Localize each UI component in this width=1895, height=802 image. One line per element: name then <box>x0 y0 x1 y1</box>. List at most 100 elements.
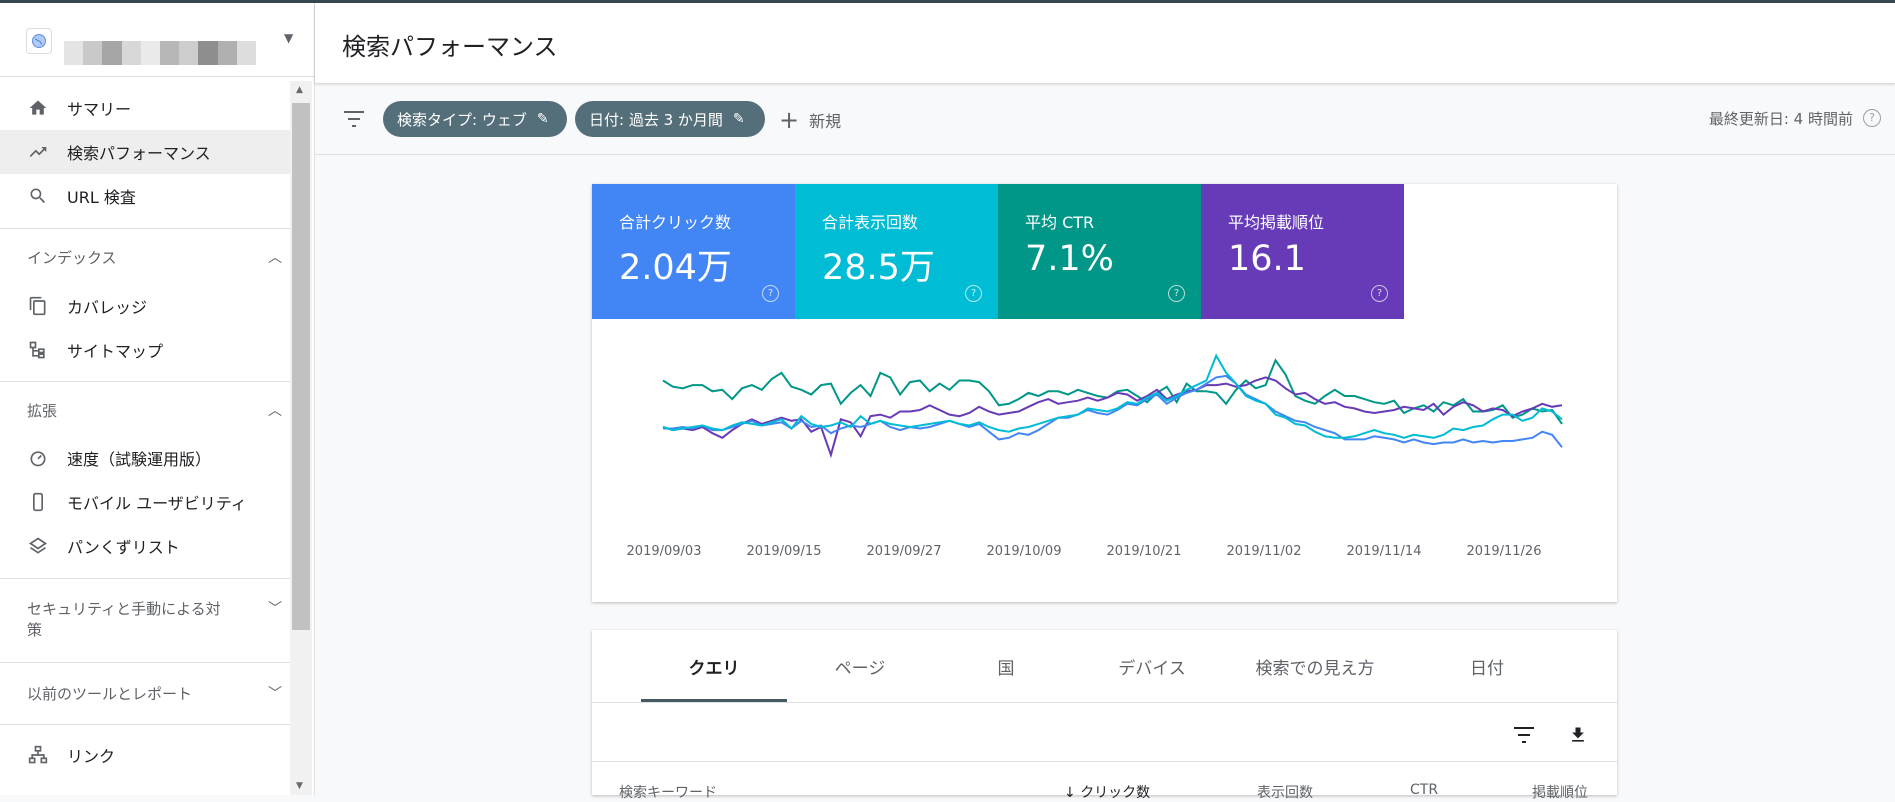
x-tick-label: 2019/10/21 <box>1107 544 1182 559</box>
help-icon[interactable]: ? <box>1371 285 1388 302</box>
help-icon[interactable]: ? <box>965 285 982 302</box>
sidebar-item-summary[interactable]: サマリー <box>0 86 290 130</box>
chevron-down-icon[interactable]: ▼ <box>284 31 294 45</box>
sidebar-item-label: URL 検査 <box>67 188 136 207</box>
help-icon[interactable]: ? <box>1863 109 1881 127</box>
search-type-chip[interactable]: 検索タイプ: ウェブ ✎ <box>383 101 567 137</box>
chevron-up-icon: ︿ <box>268 403 282 419</box>
chevron-down-icon: ﹀ <box>268 601 282 617</box>
sort-down-icon: ↓ <box>1064 785 1081 801</box>
section-index-header[interactable]: インデックス ︿ <box>27 248 282 269</box>
sidebar-item-label: 検索パフォーマンス <box>67 144 211 163</box>
home-icon <box>26 96 50 120</box>
plus-icon: + <box>779 106 800 134</box>
sidebar-scrollbar[interactable]: ▲ ▼ <box>290 81 312 795</box>
edit-icon: ✎ <box>536 111 549 127</box>
sidebar-item-performance[interactable]: 検索パフォーマンス <box>0 130 290 174</box>
metric-value: 2.04万 <box>619 248 732 288</box>
divider <box>0 228 290 229</box>
speed-icon <box>26 446 50 470</box>
sidebar-item-speed[interactable]: 速度（試験運用版） <box>0 436 290 480</box>
sidebar-item-label: モバイル ユーザビリティ <box>67 494 247 513</box>
series-line-1 <box>662 376 1563 459</box>
sidebar-item-url-inspection[interactable]: URL 検査 <box>0 174 290 218</box>
line-chart[interactable]: 2019/09/03 2019/09/15 2019/09/27 2019/10/09… <box>592 319 1617 602</box>
column-header-impressions[interactable]: 表示回数 <box>1257 785 1313 801</box>
trending-icon <box>26 140 50 164</box>
metric-clicks[interactable]: 合計クリック数 2.04万 ? <box>592 184 795 319</box>
divider <box>0 381 290 382</box>
tab-label: 国 <box>997 658 1015 679</box>
section-label: インデックス <box>27 249 117 267</box>
metric-impressions[interactable]: 合計表示回数 28.5万 ? <box>795 184 998 319</box>
section-legacy-header[interactable]: 以前のツールとレポート ﹀ <box>27 684 282 705</box>
divider <box>592 761 1617 762</box>
metric-position[interactable]: 平均掲載順位 16.1 ? <box>1201 184 1404 319</box>
divider <box>592 702 1617 703</box>
series-line-2 <box>663 374 1563 448</box>
property-selector[interactable]: ▼ <box>0 3 314 77</box>
column-header-position[interactable]: 掲載順位 <box>1532 785 1588 801</box>
link-tree-icon <box>26 743 50 767</box>
column-header-ctr[interactable]: CTR <box>1410 782 1439 798</box>
metric-value: 7.1% <box>1025 239 1114 279</box>
property-name-redacted <box>64 41 257 65</box>
section-label: セキュリティと手動による対策 <box>27 600 221 639</box>
top-accent-line <box>0 0 1895 3</box>
last-updated-text: 最終更新日: 4 時間前 <box>1708 110 1853 128</box>
divider <box>0 578 290 579</box>
filter-bar: 検索タイプ: ウェブ ✎ 日付: 過去 3 か月間 ✎ + 新規 最終更新日: 4 時… <box>315 84 1895 155</box>
column-header-clicks[interactable]: ↓ クリック数 <box>1064 782 1150 802</box>
tab-page[interactable]: ページ <box>787 630 933 702</box>
section-enhancements-header[interactable]: 拡張 ︿ <box>27 401 282 422</box>
help-icon[interactable]: ? <box>762 285 779 302</box>
sidebar-item-mobile-usability[interactable]: モバイル ユーザビリティ <box>0 480 290 524</box>
help-icon[interactable]: ? <box>1168 285 1185 302</box>
tab-search-appearance[interactable]: 検索での見え方 <box>1225 630 1405 702</box>
active-tab-indicator <box>641 699 787 702</box>
metric-label: 合計クリック数 <box>619 213 732 232</box>
tab-country[interactable]: 国 <box>933 630 1079 702</box>
download-icon[interactable] <box>1566 723 1590 747</box>
tab-label: クエリ <box>688 658 740 679</box>
scroll-down-icon[interactable]: ▼ <box>296 781 303 791</box>
x-tick-label: 2019/09/03 <box>627 544 702 559</box>
new-filter-button[interactable]: + 新規 <box>779 108 841 132</box>
metric-label: 平均掲載順位 <box>1228 213 1325 232</box>
phone-icon <box>26 490 50 514</box>
tab-label: 検索での見え方 <box>1255 658 1375 679</box>
sitemap-icon <box>26 338 50 362</box>
edit-icon: ✎ <box>732 111 745 127</box>
scroll-up-icon[interactable]: ▲ <box>296 85 303 95</box>
search-icon <box>26 184 50 208</box>
sidebar-item-label: パンくずリスト <box>67 538 180 557</box>
metric-label: 平均 CTR <box>1025 213 1095 232</box>
x-tick-label: 2019/10/09 <box>987 544 1062 559</box>
x-tick-label: 2019/09/15 <box>747 544 822 559</box>
sidebar: ▼ サマリー 検索パフォーマンス URL 検査 インデックス ︿ カバレッジ サ… <box>0 3 315 795</box>
section-label: 拡張 <box>27 402 58 420</box>
series-line-3 <box>662 353 1563 439</box>
scrollbar-thumb[interactable] <box>292 103 310 630</box>
column-label: クリック数 <box>1080 785 1151 801</box>
metric-ctr[interactable]: 平均 CTR 7.1% ? <box>998 184 1201 319</box>
date-chip[interactable]: 日付: 過去 3 か月間 ✎ <box>575 101 765 137</box>
copy-icon <box>26 294 50 318</box>
sidebar-item-sitemaps[interactable]: サイトマップ <box>0 328 290 372</box>
sidebar-item-coverage[interactable]: カバレッジ <box>0 284 290 328</box>
tab-label: ページ <box>834 658 886 679</box>
filter-rows-icon[interactable] <box>1512 723 1536 747</box>
sidebar-item-links[interactable]: リンク <box>0 733 290 777</box>
sidebar-item-breadcrumbs[interactable]: パンくずリスト <box>0 524 290 568</box>
tab-query[interactable]: クエリ <box>641 630 787 702</box>
chip-label: 検索タイプ: ウェブ <box>397 110 527 129</box>
column-header-query[interactable]: 検索キーワード <box>619 785 717 801</box>
section-security-header[interactable]: セキュリティと手動による対策 ﹀ <box>27 599 282 641</box>
tab-date[interactable]: 日付 <box>1414 630 1560 702</box>
chip-label: 日付: 過去 3 か月間 <box>589 110 723 129</box>
x-tick-label: 2019/09/27 <box>867 544 942 559</box>
sidebar-item-label: 速度（試験運用版） <box>67 450 212 469</box>
filter-icon[interactable] <box>343 110 365 128</box>
section-label: 以前のツールとレポート <box>27 685 193 703</box>
tab-device[interactable]: デバイス <box>1079 630 1225 702</box>
